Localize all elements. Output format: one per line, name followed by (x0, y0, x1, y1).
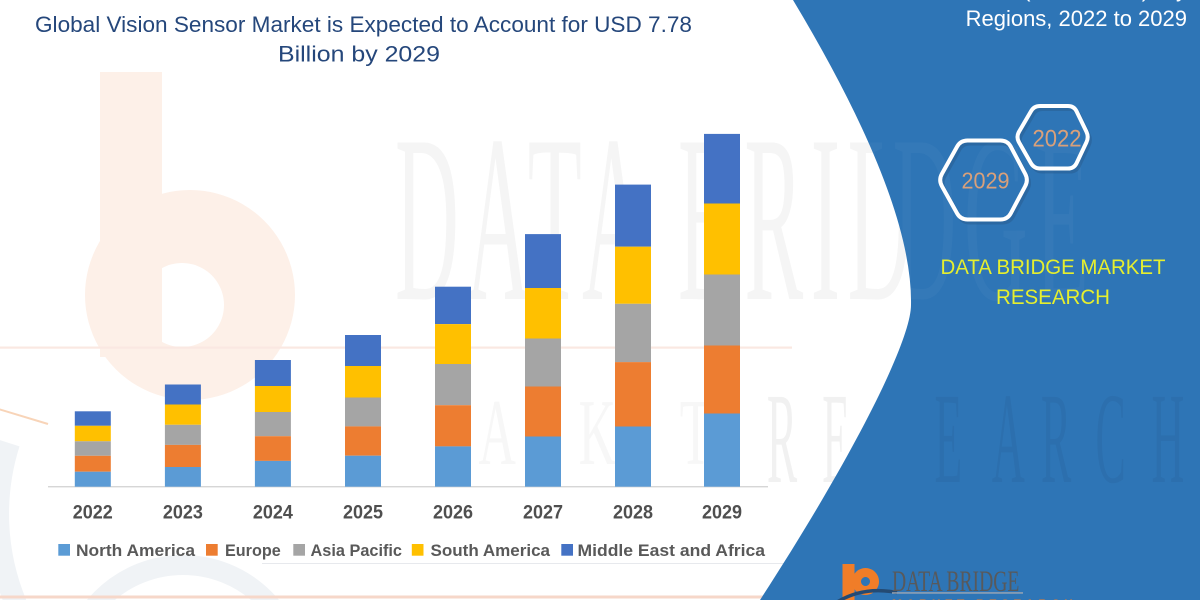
svg-text:C: C (1096, 367, 1126, 511)
svg-text:DATA BRIDGE MARKET: DATA BRIDGE MARKET (941, 255, 1166, 279)
svg-text:South America: South America (431, 541, 551, 560)
svg-text:2028: 2028 (613, 503, 653, 524)
svg-text:2029: 2029 (702, 503, 742, 524)
svg-text:MARKET RESEARCH: MARKET RESEARCH (892, 597, 1077, 600)
svg-text:K: K (579, 381, 616, 485)
svg-text:R: R (767, 367, 797, 511)
svg-text:Global Vision Sensor Market is: Global Vision Sensor Market is Expected … (35, 12, 692, 37)
svg-text:2025: 2025 (343, 503, 383, 524)
svg-text:A: A (992, 367, 1025, 511)
svg-text:Europe: Europe (225, 541, 281, 560)
svg-text:H: H (1152, 367, 1185, 511)
svg-text:2029: 2029 (962, 168, 1010, 194)
svg-text:Global Vision Sensor Market (U: Global Vision Sensor Market (USD Billion… (739, 0, 1187, 2)
svg-text:2022: 2022 (73, 503, 113, 524)
svg-text:North America: North America (76, 541, 196, 560)
svg-text:2024: 2024 (253, 503, 293, 524)
svg-text:2023: 2023 (163, 503, 203, 524)
svg-text:RESEARCH: RESEARCH (996, 285, 1110, 309)
svg-text:Billion by 2029: Billion by 2029 (278, 42, 440, 67)
svg-text:Regions, 2022 to 2029: Regions, 2022 to 2029 (966, 6, 1187, 31)
svg-text:Asia Pacific: Asia Pacific (311, 541, 403, 560)
svg-text:2027: 2027 (523, 503, 563, 524)
svg-text:2026: 2026 (433, 503, 473, 524)
svg-text:R: R (1041, 367, 1071, 511)
svg-text:E: E (935, 367, 963, 511)
svg-text:Middle East and Africa: Middle East and Africa (578, 541, 766, 560)
svg-text:A: A (479, 381, 516, 485)
svg-text:2022: 2022 (1033, 126, 1082, 153)
